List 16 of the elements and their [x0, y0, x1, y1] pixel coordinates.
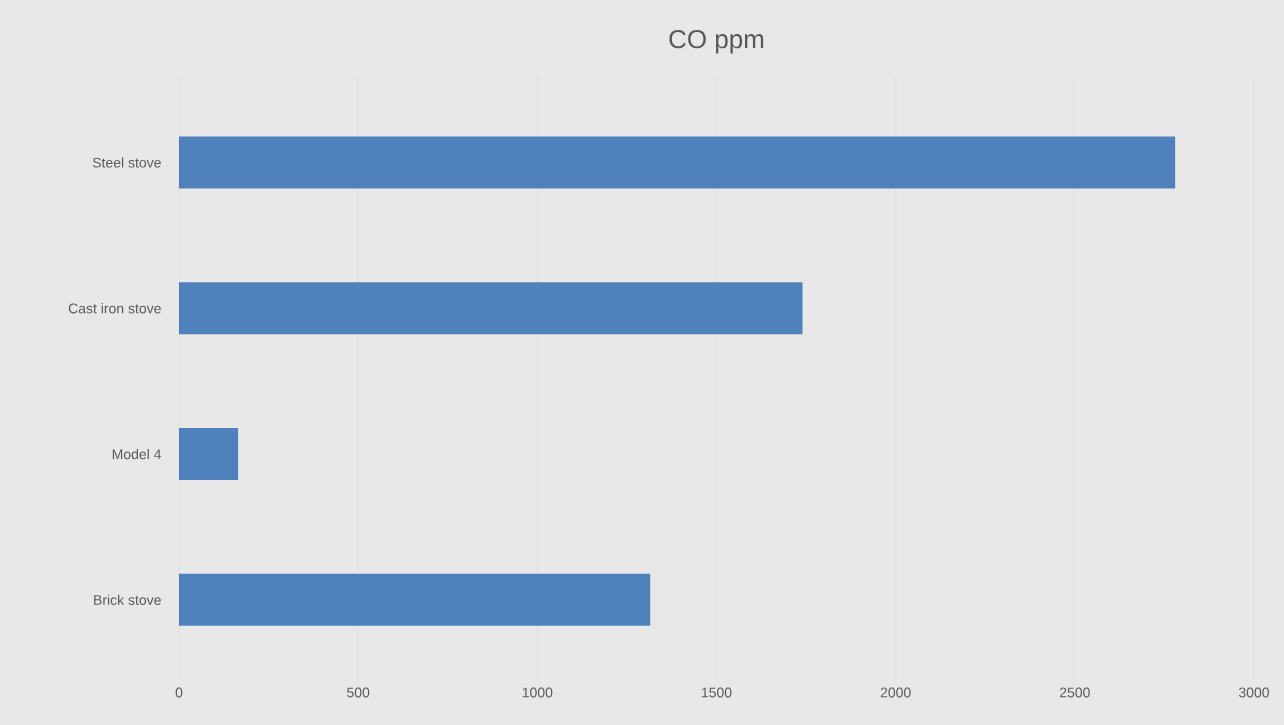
x-tick-label: 1000	[522, 687, 553, 698]
y-tick-label: Steel stove	[92, 157, 161, 168]
chart-title: CO ppm	[669, 29, 764, 54]
x-tick-label: 500	[347, 687, 370, 698]
bar	[179, 428, 239, 481]
y-tick-label: Cast iron stove	[68, 303, 161, 314]
bar	[179, 282, 803, 335]
x-tick-label: 2000	[880, 687, 911, 698]
bar	[179, 573, 651, 626]
bar	[179, 136, 1176, 189]
x-tick-label: 3000	[1238, 687, 1269, 698]
y-tick-label: Model 4	[112, 448, 162, 460]
x-tick-label: 2500	[1059, 687, 1090, 698]
x-tick-label: 0	[175, 687, 183, 698]
y-tick-label: Brick stove	[94, 594, 161, 605]
x-tick-label: 1500	[701, 687, 732, 698]
